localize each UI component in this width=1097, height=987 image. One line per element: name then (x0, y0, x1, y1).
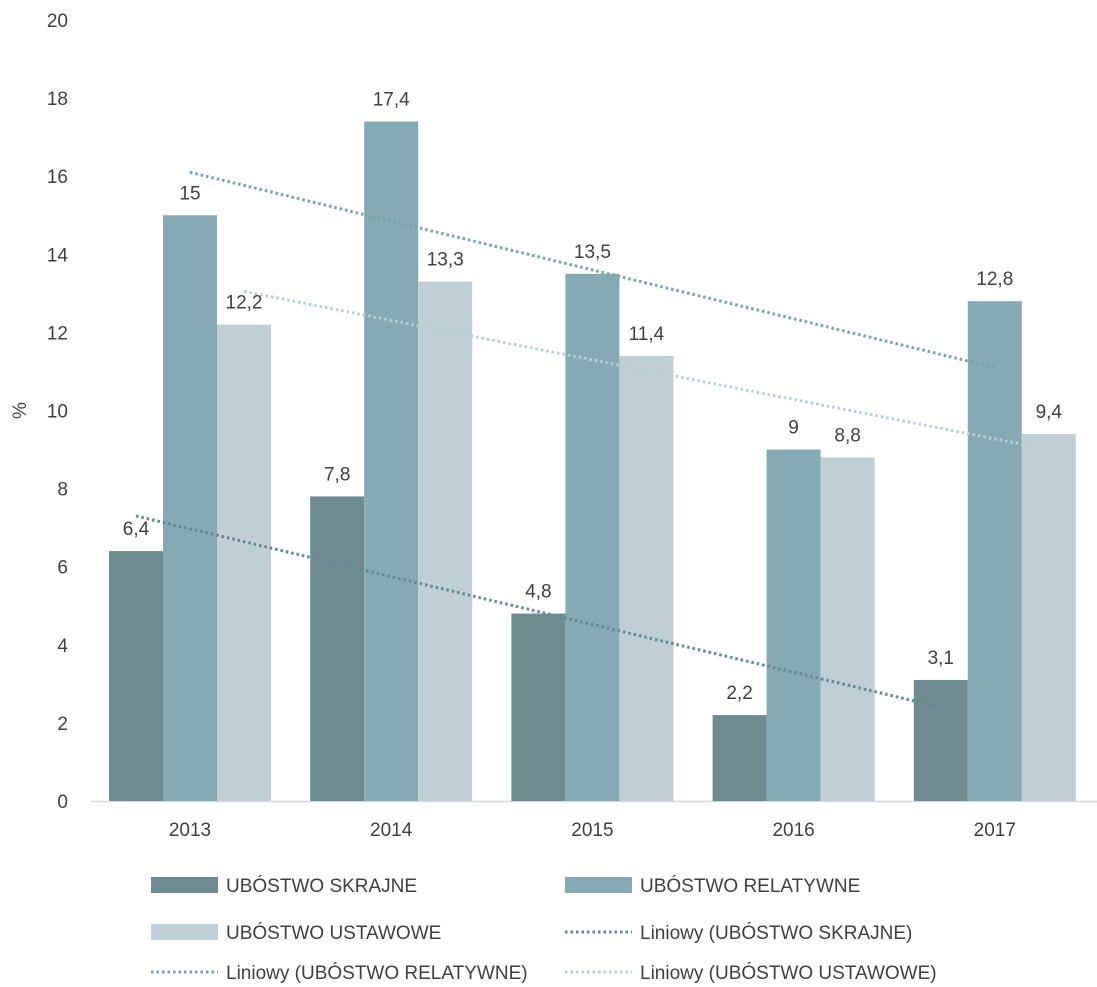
y-tick-label-6: 12 (47, 323, 68, 344)
y-tick-label-3: 6 (57, 558, 68, 579)
legend-swatch-series-0 (151, 877, 218, 893)
bar-0-2014 (310, 496, 365, 801)
bar-1-2016 (766, 449, 821, 801)
bar-2-2017 (1021, 433, 1076, 801)
bar-0-2016 (712, 715, 767, 801)
legend-swatch-series-2 (151, 924, 218, 940)
bar-2-2013 (217, 324, 271, 801)
y-tick-label-7: 14 (47, 245, 69, 266)
x-tick-label-2013: 2013 (169, 820, 211, 841)
bar-2-2015 (619, 355, 674, 801)
trendline-2 (243, 289, 1050, 452)
bar-2-2014 (418, 281, 473, 801)
trendline-0 (135, 514, 942, 709)
bar-1-2015 (565, 273, 620, 801)
y-tick-label-5: 10 (47, 402, 68, 423)
data-label-2-2016: 8,8 (834, 425, 860, 446)
legend-label-trend-0: Liniowy (UBÓSTWO SKRAJNE) (640, 922, 912, 944)
legend-item-trend-2: Liniowy (UBÓSTWO USTAWOWE) (565, 962, 937, 984)
x-tick-label-2014: 2014 (370, 820, 413, 841)
y-tick-label-10: 20 (47, 11, 68, 32)
y-axis-title: % (10, 402, 31, 419)
axis-layer: 0 2 4 6 8 10 12 14 16 18 20% 2013 2014 2015 2016 2017 (10, 11, 1097, 841)
y-tick-label-8: 16 (47, 167, 68, 188)
data-label-0-2017: 3,1 (928, 648, 954, 669)
bar-2-2016 (820, 457, 875, 801)
trendline-1 (189, 170, 996, 370)
legend-item-trend-1: Liniowy (UBÓSTWO RELATYWNE) (151, 962, 528, 984)
bar-0-2013 (109, 551, 163, 801)
legend-label-trend-2: Liniowy (UBÓSTWO USTAWOWE) (640, 962, 937, 984)
legend-item-series-1: UBÓSTWO RELATYWNE (565, 875, 860, 897)
y-tick-label-0: 0 (57, 792, 68, 813)
data-label-2-2014: 13,3 (427, 250, 464, 271)
data-label-2-2013: 12,2 (226, 293, 263, 314)
y-tick-label-1: 2 (57, 714, 68, 735)
legend: UBÓSTWO SKRAJNE UBÓSTWO RELATYWNE UBÓSTWO … (151, 875, 937, 984)
data-label-1-2014: 17,4 (373, 90, 410, 111)
legend-label-series-0: UBÓSTWO SKRAJNE (226, 875, 417, 897)
data-label-0-2016: 2,2 (726, 683, 752, 704)
y-tick-label-2: 4 (57, 636, 68, 657)
bar-1-2013 (163, 215, 217, 801)
legend-item-series-0: UBÓSTWO SKRAJNE (151, 875, 417, 897)
data-label-1-2015: 13,5 (574, 242, 611, 263)
data-label-1-2016: 9 (788, 418, 799, 439)
bar-0-2015 (511, 613, 566, 801)
legend-label-series-2: UBÓSTWO USTAWOWE (226, 922, 441, 944)
data-label-1-2017: 12,8 (976, 269, 1013, 290)
y-tick-label-9: 18 (47, 89, 68, 110)
bar-1-2014 (364, 121, 419, 801)
data-label-1-2013: 15 (179, 183, 200, 204)
legend-item-trend-0: Liniowy (UBÓSTWO SKRAJNE) (565, 922, 912, 944)
x-tick-label-2017: 2017 (974, 820, 1016, 841)
legend-item-series-2: UBÓSTWO USTAWOWE (151, 922, 441, 944)
trendlines-layer (135, 170, 1050, 709)
bar-1-2017 (967, 301, 1022, 801)
bar-0-2017 (913, 679, 968, 801)
legend-label-trend-1: Liniowy (UBÓSTWO RELATYWNE) (226, 962, 528, 984)
data-label-2-2017: 9,4 (1036, 402, 1063, 423)
data-label-2-2015: 11,4 (629, 324, 665, 345)
bars-layer (109, 121, 1076, 801)
data-label-0-2014: 7,8 (324, 464, 350, 485)
x-tick-label-2016: 2016 (772, 820, 814, 841)
data-label-0-2015: 4,8 (525, 582, 551, 603)
y-tick-label-4: 8 (57, 480, 68, 501)
data-labels-layer: 6,4 7,8 4,8 2,2 3,1 15 17,4 13,5 9 12,8 12,2 13,3 11… (123, 90, 1063, 705)
x-tick-label-2015: 2015 (571, 820, 613, 841)
data-label-0-2013: 6,4 (123, 519, 150, 540)
legend-swatch-series-1 (565, 877, 632, 893)
legend-label-series-1: UBÓSTWO RELATYWNE (640, 875, 860, 897)
